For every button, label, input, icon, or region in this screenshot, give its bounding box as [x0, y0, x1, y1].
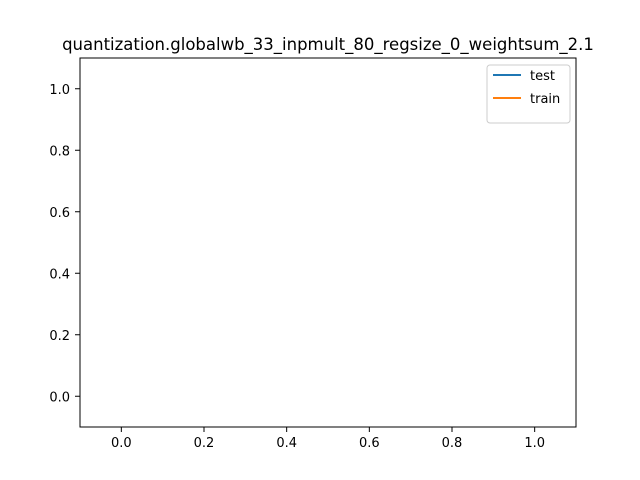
- y-tick-label: 1.0: [49, 83, 70, 98]
- y-axis: 0.0 0.2 0.4 0.6 0.8 1.0: [49, 83, 80, 405]
- legend-label-test: test: [530, 69, 555, 84]
- x-tick-label: 1.0: [524, 436, 545, 451]
- y-tick-label: 0.4: [49, 267, 70, 282]
- x-tick-label: 0.8: [442, 436, 463, 451]
- x-tick-label: 0.4: [276, 436, 297, 451]
- x-tick-label: 0.2: [194, 436, 215, 451]
- legend: test train: [486, 64, 571, 124]
- chart-title: quantization.globalwb_33_inpmult_80_regs…: [62, 35, 594, 55]
- x-tick-label: 0.6: [359, 436, 380, 451]
- y-tick-label: 0.8: [49, 144, 70, 159]
- x-tick-label: 0.0: [111, 436, 132, 451]
- x-axis: 0.0 0.2 0.4 0.6 0.8 1.0: [111, 427, 545, 451]
- legend-box: [486, 64, 571, 124]
- legend-label-train: train: [530, 92, 560, 107]
- y-tick-label: 0.2: [49, 329, 70, 344]
- y-tick-label: 0.6: [49, 206, 70, 221]
- y-tick-label: 0.0: [49, 390, 70, 405]
- axes-frame: [79, 57, 577, 428]
